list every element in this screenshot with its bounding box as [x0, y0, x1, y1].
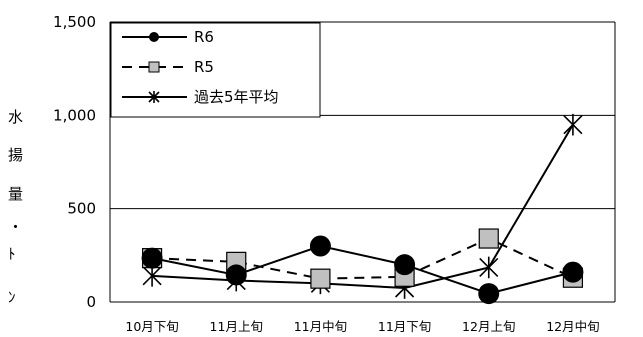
y-tick-label: 500	[67, 200, 96, 218]
series-line-1	[152, 237, 574, 280]
y-axis-label-char: 量	[8, 185, 23, 203]
data-point	[394, 254, 416, 276]
y-axis-label-char: 水	[8, 108, 23, 126]
y-tick-label: 1,500	[53, 13, 96, 31]
x-tick-label: 11月下旬	[378, 319, 431, 334]
legend-label: R5	[194, 58, 214, 76]
legend-label: R6	[194, 28, 214, 46]
y-axis-label-char: ﾝ	[8, 288, 16, 306]
legend-label: 過去5年平均	[194, 88, 279, 106]
data-point	[141, 247, 163, 269]
data-point	[563, 113, 583, 136]
data-point	[142, 265, 162, 287]
data-point	[225, 264, 247, 286]
x-tick-label: 10月下旬	[125, 319, 178, 334]
legend-box	[110, 22, 321, 118]
legend-marker	[148, 61, 160, 73]
y-tick-labels: 0 500 1,000 1,500	[53, 13, 96, 311]
data-point	[478, 228, 499, 249]
y-axis-label-char: ﾄ	[8, 245, 16, 263]
series-line-0	[151, 244, 574, 295]
x-tick-label: 12月中旬	[546, 319, 599, 334]
series	[141, 113, 584, 305]
data-point	[309, 235, 331, 257]
series-line-2	[152, 124, 574, 290]
axes	[109, 22, 616, 303]
y-tick-label: 1,000	[53, 106, 96, 124]
x-tick-label: 12月上旬	[462, 319, 515, 334]
y-tick-label: 0	[86, 293, 96, 311]
legend-marker	[149, 32, 159, 42]
x-tick-labels: 10月下旬 11月上旬 11月中旬 11月下旬 12月上旬 12月中旬	[125, 319, 599, 334]
data-point	[478, 283, 500, 305]
x-tick-label: 11月中旬	[294, 319, 347, 334]
legend-marker	[148, 91, 160, 103]
data-point	[562, 261, 584, 283]
legend: R6 R5 過去5年平均	[110, 22, 321, 118]
data-point	[310, 268, 331, 289]
y-axis-label-char: ・	[8, 218, 23, 236]
x-tick-label: 11月上旬	[210, 319, 263, 334]
data-point	[479, 256, 499, 279]
y-axis-label: 水揚量・ ﾄ ﾝ	[8, 108, 23, 306]
y-axis-label-char: 揚	[8, 146, 23, 164]
